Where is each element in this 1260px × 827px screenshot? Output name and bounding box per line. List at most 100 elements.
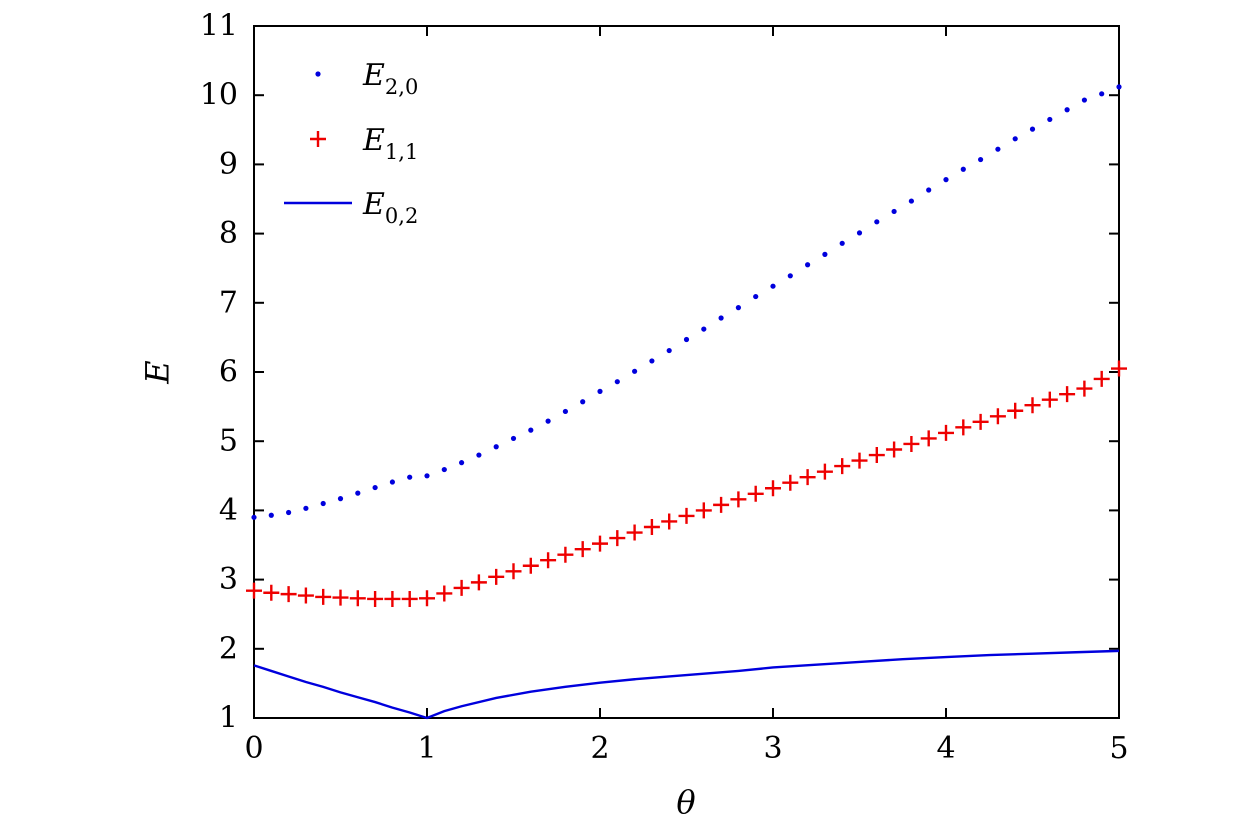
data-point-dot — [787, 273, 793, 279]
data-point-plus — [280, 586, 297, 603]
data-point-dot — [1064, 107, 1070, 113]
data-point-plus — [1076, 380, 1093, 397]
data-point-plus — [903, 435, 920, 452]
data-point-dot — [355, 490, 361, 496]
data-point-dot — [320, 500, 326, 507]
data-point-dot — [666, 347, 672, 354]
data-point-dot — [926, 187, 932, 193]
data-point-dot — [407, 474, 413, 480]
data-point-dot — [683, 336, 690, 343]
data-point-dot — [839, 240, 845, 246]
data-point-plus — [643, 519, 660, 536]
data-point-plus — [1007, 402, 1024, 419]
data-point-plus — [1041, 391, 1058, 408]
data-point-plus — [730, 491, 747, 508]
data-point-dot — [1029, 126, 1036, 132]
data-point-plus — [401, 590, 418, 607]
data-point-dot — [1012, 136, 1018, 142]
data-point-plus — [834, 458, 851, 475]
data-point-dot — [493, 444, 499, 450]
data-point-dot — [770, 283, 776, 289]
data-point-plus — [419, 590, 435, 607]
x-tick-label: 3 — [763, 731, 782, 766]
data-point-plus — [782, 474, 799, 491]
series-e-2-0 — [251, 84, 1122, 520]
x-axis-label: θ — [676, 783, 695, 821]
data-point-dot — [268, 512, 274, 518]
data-point-dot — [614, 379, 620, 385]
data-point-dot — [701, 326, 707, 332]
data-point-dot — [476, 452, 482, 458]
x-tick-label: 1 — [417, 731, 436, 766]
legend-label: E0,2 — [362, 187, 418, 228]
series-e-0-2 — [253, 649, 1120, 720]
legend-dot-symbol — [315, 71, 321, 77]
data-point-plus — [799, 469, 816, 486]
y-tick-label: 8 — [219, 216, 238, 251]
data-point-plus — [297, 587, 314, 604]
data-point-dot — [753, 293, 759, 300]
data-point-dot — [735, 305, 742, 311]
data-point-dot — [943, 177, 949, 183]
data-point-dot — [528, 427, 534, 433]
data-point-dot — [1116, 84, 1122, 90]
data-point-plus — [972, 413, 989, 430]
data-point-dot — [597, 388, 603, 394]
data-point-plus — [989, 408, 1006, 425]
data-point-plus — [713, 496, 730, 513]
data-point-dot — [1099, 91, 1105, 97]
data-point-plus — [886, 441, 903, 458]
data-point-plus — [1111, 360, 1127, 377]
data-point-dot — [372, 484, 378, 491]
data-point-plus — [695, 502, 712, 519]
legend-label: E1,1 — [362, 123, 418, 164]
data-point-dot — [978, 156, 984, 163]
data-point-dot — [424, 473, 430, 479]
data-point-dot — [718, 315, 724, 321]
data-point-plus — [384, 590, 401, 607]
data-point-dot — [874, 219, 880, 225]
data-point-dot — [891, 208, 897, 215]
y-axis-label: E — [139, 360, 177, 384]
series-layer — [246, 84, 1127, 720]
y-tick-label: 7 — [219, 285, 238, 320]
y-tick-label: 3 — [219, 562, 238, 597]
data-point-dot — [995, 146, 1001, 152]
data-point-dot — [580, 399, 586, 405]
data-point-plus — [488, 568, 505, 585]
data-point-dot — [337, 496, 344, 502]
data-point-plus — [678, 507, 695, 524]
data-point-plus — [661, 513, 678, 530]
data-point-plus — [816, 463, 833, 480]
data-point-plus — [453, 579, 470, 596]
data-point-plus — [938, 424, 954, 441]
legend-plus-symbol — [310, 131, 326, 147]
data-point-plus — [263, 584, 280, 601]
legend: E2,0 E1,1 E0,2 — [284, 58, 418, 228]
legend-item: E2,0 — [315, 58, 418, 99]
y-tick-label: 10 — [200, 78, 238, 113]
data-point-plus — [574, 541, 591, 558]
data-point-dot — [562, 408, 569, 415]
legend-item: E0,2 — [284, 187, 418, 228]
x-tick-label: 4 — [936, 731, 955, 766]
data-point-plus — [522, 557, 539, 574]
legend-label-subscript: 2,0 — [385, 75, 418, 99]
data-point-dot — [805, 262, 811, 268]
data-point-plus — [920, 430, 937, 447]
y-tick-label: 4 — [219, 493, 238, 528]
data-point-plus — [505, 563, 522, 580]
data-point-dot — [303, 505, 309, 511]
legend-label-subscript: 1,1 — [385, 140, 418, 164]
legend-label-main: E — [362, 123, 385, 158]
data-point-plus — [1024, 397, 1041, 414]
data-point-plus — [592, 535, 608, 552]
y-tick-label: 5 — [219, 424, 238, 459]
data-point-plus — [540, 552, 557, 569]
x-tick-label: 5 — [1109, 731, 1128, 766]
data-point-plus — [315, 588, 332, 605]
data-point-plus — [747, 485, 764, 502]
data-point-dot — [632, 368, 638, 374]
data-point-dot — [1081, 97, 1087, 103]
